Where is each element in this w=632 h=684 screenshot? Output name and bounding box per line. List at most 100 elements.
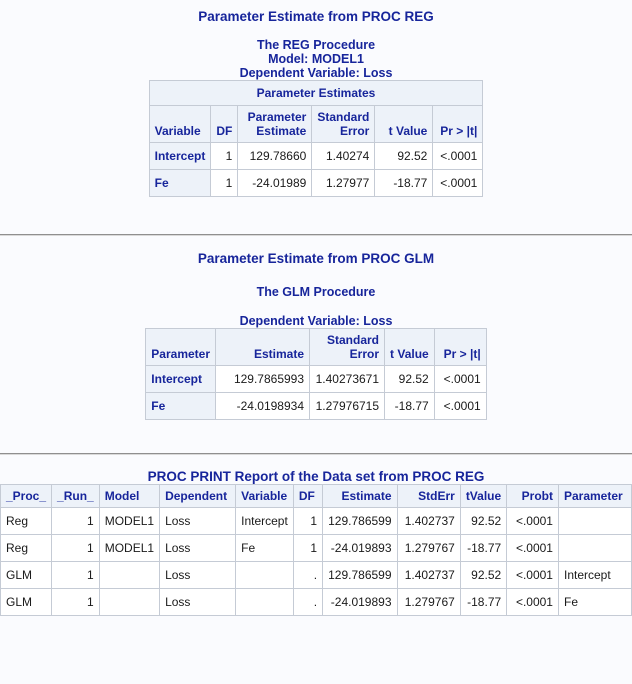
data-cell: 1.27976715	[309, 392, 386, 420]
data-cell: Loss	[159, 534, 237, 562]
data-cell: 1	[51, 561, 100, 589]
data-cell: MODEL1	[98, 507, 161, 535]
page-break-divider	[0, 234, 632, 236]
table-row: Reg 1 MODEL1 Loss Fe 1 -24.019893 1.2797…	[0, 534, 632, 562]
data-cell: 1.402737	[396, 507, 461, 535]
data-cell: 1.40273671	[309, 365, 386, 393]
data-cell: -24.019893	[322, 534, 398, 562]
table-row: Intercept 129.7865993 1.40273671 92.52 <…	[145, 365, 487, 393]
data-cell: Fe	[557, 588, 632, 616]
data-cell: GLM	[0, 561, 53, 589]
header-cell: DF	[292, 484, 324, 508]
data-cell: -18.77	[459, 534, 508, 562]
table-caption: Parameter Estimates	[148, 80, 484, 106]
data-cell: 1	[292, 507, 324, 535]
proc-reg-section: Parameter Estimate from PROC REG The REG…	[0, 0, 632, 197]
data-cell: 1	[292, 534, 324, 562]
data-cell: Reg	[0, 534, 53, 562]
glm-parameter-estimates-table: Parameter Estimate Standard Error t Valu…	[145, 328, 487, 420]
table-row: Reg 1 MODEL1 Loss Intercept 1 129.786599…	[0, 507, 632, 535]
data-cell: -24.0198934	[215, 392, 311, 420]
table-row: GLM 1 Loss . -24.019893 1.279767 -18.77 …	[0, 588, 632, 616]
data-cell: GLM	[0, 588, 53, 616]
table-caption-row: Parameter Estimates	[148, 80, 484, 106]
table-row: Fe -24.0198934 1.27976715 -18.77 <.0001	[145, 392, 487, 420]
data-cell: <.0001	[506, 588, 559, 616]
data-cell: <.0001	[506, 561, 559, 589]
data-cell: Loss	[159, 561, 237, 589]
data-cell: Fe	[235, 534, 294, 562]
data-cell: 1.279767	[396, 588, 461, 616]
data-cell: 1.27977	[311, 169, 376, 197]
page-break-divider	[0, 453, 632, 455]
glm-procedure-line: The GLM Procedure	[256, 285, 376, 299]
data-cell	[235, 561, 294, 589]
data-cell: 1.402737	[396, 561, 461, 589]
data-cell: 92.52	[459, 561, 508, 589]
data-cell: -18.77	[374, 169, 434, 197]
data-cell: <.0001	[432, 169, 484, 197]
header-cell: Parameter	[557, 484, 632, 508]
header-cell: Parameter Estimate	[237, 105, 313, 143]
header-cell: Standard Error	[309, 328, 386, 366]
header-cell: Variable	[148, 105, 212, 143]
header-cell: t Value	[384, 328, 435, 366]
data-cell: 1.279767	[396, 534, 461, 562]
data-cell: <.0001	[432, 142, 484, 170]
reg-model-line: Model: MODEL1	[268, 52, 364, 66]
table-header-row: _Proc_ _Run_ Model Dependent Variable DF…	[0, 484, 632, 508]
row-header-cell: Fe	[148, 169, 212, 197]
data-cell: 129.786599	[322, 561, 398, 589]
data-cell	[557, 534, 632, 562]
sas-output-report: Parameter Estimate from PROC REG The REG…	[0, 0, 632, 616]
data-cell: <.0001	[506, 507, 559, 535]
data-cell: 1	[51, 588, 100, 616]
glm-dependent-variable-line: Dependent Variable: Loss	[239, 314, 393, 328]
reg-dependent-variable-line: Dependent Variable: Loss	[239, 66, 393, 80]
data-cell: 92.52	[459, 507, 508, 535]
data-cell: -24.019893	[322, 588, 398, 616]
data-cell: .	[292, 561, 324, 589]
row-header-cell: Intercept	[148, 142, 212, 170]
header-cell: Probt	[506, 484, 559, 508]
header-cell: Model	[98, 484, 161, 508]
data-cell: -24.01989	[237, 169, 313, 197]
data-cell: 129.786599	[322, 507, 398, 535]
data-cell: -18.77	[459, 588, 508, 616]
header-cell: DF	[210, 105, 239, 143]
data-cell	[557, 507, 632, 535]
table-header-row: Variable DF Parameter Estimate Standard …	[148, 105, 484, 143]
data-cell: 1	[51, 534, 100, 562]
row-header-cell: Fe	[145, 392, 217, 420]
proc-glm-section: Parameter Estimate from PROC GLM The GLM…	[0, 251, 632, 420]
data-cell: 92.52	[384, 365, 435, 393]
data-cell: Reg	[0, 507, 53, 535]
table-row: Intercept 1 129.78660 1.40274 92.52 <.00…	[148, 142, 484, 170]
reg-parameter-estimates-table: Parameter Estimates Variable DF Paramete…	[148, 80, 484, 197]
header-cell: Parameter	[145, 328, 217, 366]
reg-procedure-line: The REG Procedure	[256, 38, 376, 52]
data-cell: 129.7865993	[215, 365, 311, 393]
header-cell: tValue	[459, 484, 508, 508]
data-cell: 1	[210, 169, 239, 197]
glm-section-title: Parameter Estimate from PROC GLM	[197, 251, 435, 266]
reg-section-title: Parameter Estimate from PROC REG	[198, 9, 434, 24]
data-cell: <.0001	[506, 534, 559, 562]
header-cell: Variable	[235, 484, 294, 508]
header-cell: t Value	[374, 105, 434, 143]
data-cell: Loss	[159, 507, 237, 535]
print-section-title: PROC PRINT Report of the Data set from P…	[147, 469, 485, 484]
row-header-cell: Intercept	[145, 365, 217, 393]
data-cell: <.0001	[433, 392, 487, 420]
data-cell: MODEL1	[98, 534, 161, 562]
data-cell: <.0001	[433, 365, 487, 393]
data-cell	[98, 588, 161, 616]
header-cell: Estimate	[322, 484, 398, 508]
table-row: Fe 1 -24.01989 1.27977 -18.77 <.0001	[148, 169, 484, 197]
data-cell: Intercept	[557, 561, 632, 589]
header-cell: Estimate	[215, 328, 311, 366]
proc-print-section: PROC PRINT Report of the Data set from P…	[0, 469, 632, 616]
data-cell	[98, 561, 161, 589]
data-cell	[235, 588, 294, 616]
data-cell: 1.40274	[311, 142, 376, 170]
